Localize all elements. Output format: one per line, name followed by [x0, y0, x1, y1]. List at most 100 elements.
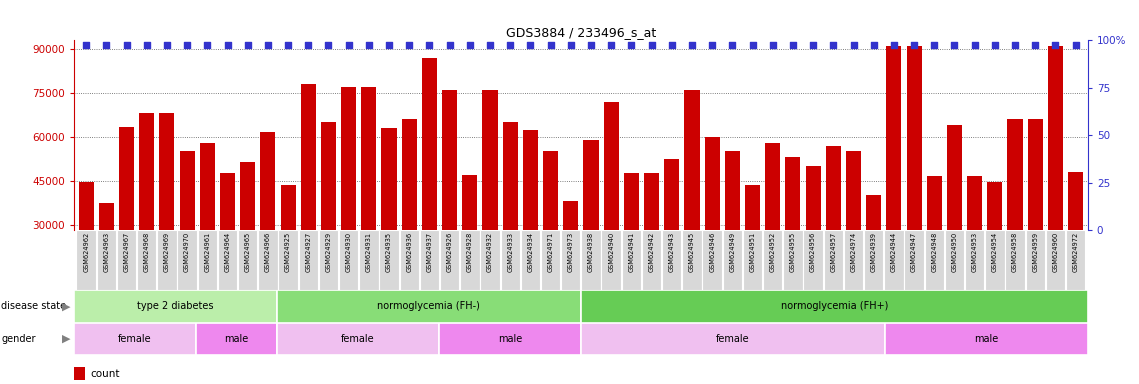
Text: GSM624937: GSM624937 — [426, 232, 433, 272]
Bar — [402, 119, 417, 312]
Text: ▶: ▶ — [62, 334, 71, 344]
Bar — [846, 151, 861, 312]
Bar — [866, 195, 882, 312]
Point — [663, 41, 681, 48]
Text: GSM624974: GSM624974 — [851, 232, 857, 272]
Text: female: female — [118, 334, 151, 344]
FancyBboxPatch shape — [117, 230, 137, 290]
Text: GSM624973: GSM624973 — [568, 232, 574, 272]
Point — [522, 41, 540, 48]
Point — [339, 41, 358, 48]
Point — [703, 41, 721, 48]
Bar — [421, 58, 437, 312]
FancyBboxPatch shape — [884, 230, 903, 290]
Text: GSM624955: GSM624955 — [790, 232, 796, 272]
Text: GSM624942: GSM624942 — [648, 232, 655, 272]
Bar — [543, 151, 558, 312]
FancyBboxPatch shape — [622, 230, 641, 290]
Bar — [745, 185, 760, 312]
Text: ▶: ▶ — [62, 301, 71, 311]
Point — [97, 41, 115, 48]
Title: GDS3884 / 233496_s_at: GDS3884 / 233496_s_at — [506, 26, 656, 39]
Point — [985, 41, 1003, 48]
Bar — [765, 143, 780, 312]
Point — [683, 41, 702, 48]
FancyBboxPatch shape — [97, 230, 116, 290]
Text: GSM624952: GSM624952 — [770, 232, 776, 272]
Point — [825, 41, 843, 48]
Point — [966, 41, 984, 48]
Bar — [624, 174, 639, 312]
Text: GSM624939: GSM624939 — [870, 232, 877, 272]
Point — [460, 41, 478, 48]
Point — [562, 41, 580, 48]
Point — [622, 41, 640, 48]
FancyBboxPatch shape — [722, 230, 741, 290]
Text: male: male — [498, 334, 522, 344]
Bar — [705, 137, 720, 312]
Point — [906, 41, 924, 48]
FancyBboxPatch shape — [481, 230, 500, 290]
Bar — [361, 87, 376, 312]
Bar — [261, 132, 276, 312]
FancyBboxPatch shape — [198, 230, 218, 290]
Point — [158, 41, 177, 48]
Point — [865, 41, 883, 48]
Text: GSM624933: GSM624933 — [507, 232, 514, 272]
Text: GSM624935: GSM624935 — [386, 232, 392, 272]
Text: GSM624950: GSM624950 — [951, 232, 958, 272]
Bar — [139, 113, 154, 312]
FancyBboxPatch shape — [319, 230, 338, 290]
Bar — [1027, 119, 1043, 312]
Point — [501, 41, 519, 48]
Bar — [502, 122, 518, 312]
FancyBboxPatch shape — [359, 230, 378, 290]
Point — [441, 41, 459, 48]
Point — [319, 41, 337, 48]
Bar — [805, 166, 821, 312]
Text: GSM624965: GSM624965 — [245, 232, 251, 272]
Text: GSM624960: GSM624960 — [1052, 232, 1058, 272]
Point — [178, 41, 196, 48]
Text: GSM624932: GSM624932 — [487, 232, 493, 272]
Bar — [1068, 172, 1083, 312]
Text: GSM624929: GSM624929 — [326, 232, 331, 272]
Bar — [644, 174, 659, 312]
Bar — [321, 122, 336, 312]
Text: GSM624934: GSM624934 — [527, 232, 533, 272]
Bar — [1048, 46, 1063, 312]
Bar — [118, 127, 134, 312]
FancyBboxPatch shape — [1025, 230, 1044, 290]
Point — [360, 41, 378, 48]
FancyBboxPatch shape — [238, 230, 257, 290]
Text: GSM624954: GSM624954 — [992, 232, 998, 272]
Point — [481, 41, 499, 48]
FancyBboxPatch shape — [885, 323, 1088, 355]
Bar — [79, 182, 93, 312]
Point — [1026, 41, 1044, 48]
Text: normoglycemia (FH+): normoglycemia (FH+) — [780, 301, 888, 311]
Point — [1066, 41, 1084, 48]
Bar — [483, 90, 498, 312]
Text: GSM624958: GSM624958 — [1013, 232, 1018, 272]
FancyBboxPatch shape — [460, 230, 480, 290]
FancyBboxPatch shape — [277, 323, 439, 355]
Point — [1047, 41, 1065, 48]
Bar — [967, 176, 982, 312]
Text: GSM624936: GSM624936 — [407, 232, 412, 272]
Bar — [301, 84, 316, 312]
Point — [723, 41, 741, 48]
FancyBboxPatch shape — [601, 230, 621, 290]
FancyBboxPatch shape — [763, 230, 782, 290]
Text: GSM624956: GSM624956 — [810, 232, 817, 272]
Text: GSM624964: GSM624964 — [224, 232, 230, 272]
Text: female: female — [716, 334, 749, 344]
FancyBboxPatch shape — [521, 230, 540, 290]
FancyBboxPatch shape — [400, 230, 419, 290]
Bar — [382, 128, 396, 312]
FancyBboxPatch shape — [925, 230, 944, 290]
Point — [744, 41, 762, 48]
Bar — [604, 102, 618, 312]
Bar — [442, 90, 457, 312]
FancyBboxPatch shape — [298, 230, 318, 290]
